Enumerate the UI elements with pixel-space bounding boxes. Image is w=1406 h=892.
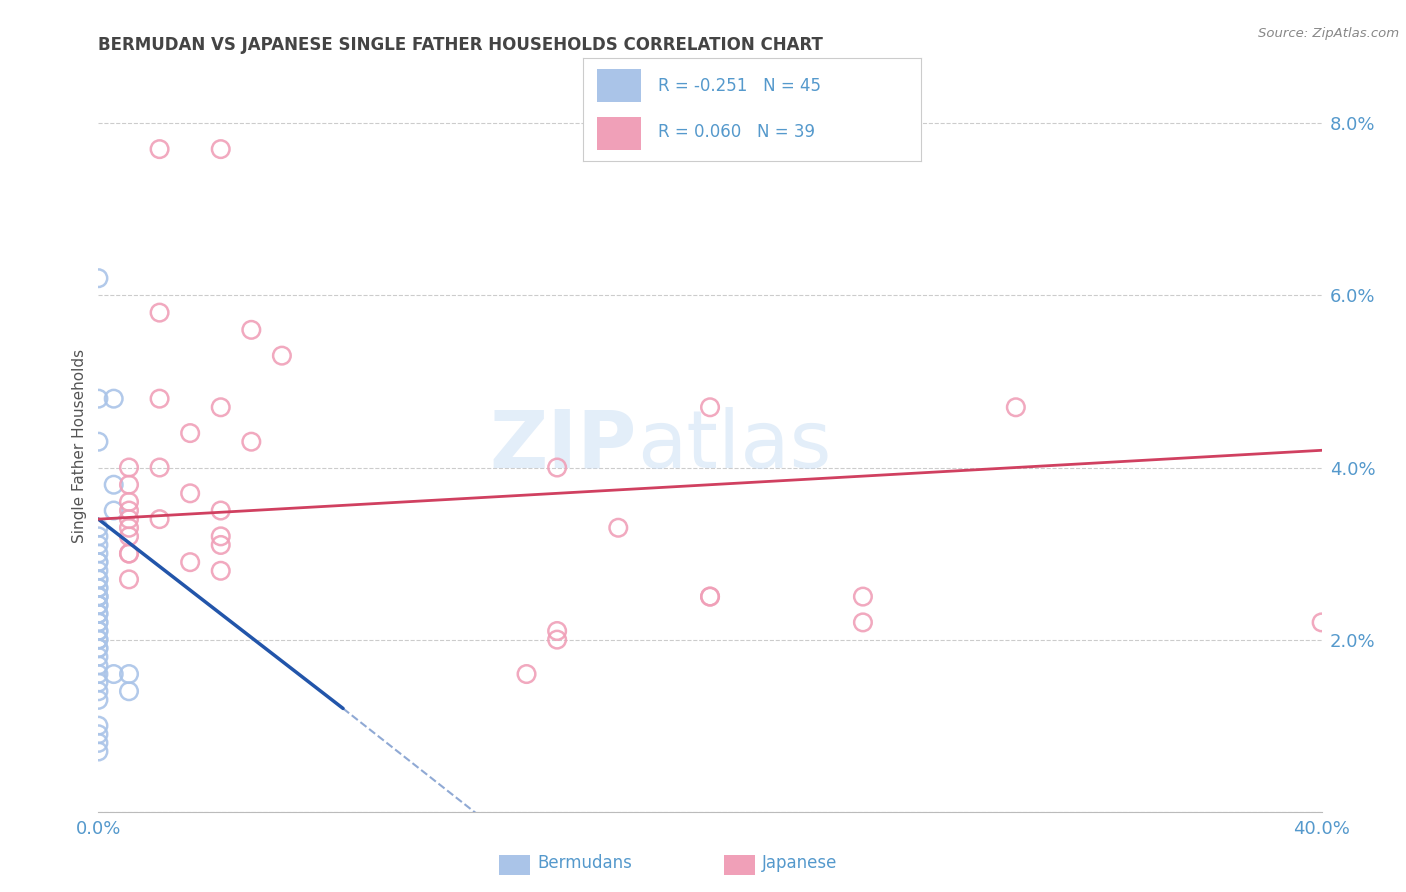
Point [149,305,172,319]
Point [118,521,141,535]
Point [103,503,125,517]
Point [87,649,110,664]
Point [270,349,292,363]
Text: BERMUDAN VS JAPANESE SINGLE FATHER HOUSEHOLDS CORRELATION CHART: BERMUDAN VS JAPANESE SINGLE FATHER HOUSE… [98,36,824,54]
Point [240,323,263,337]
Point [87,632,110,647]
Point [87,684,110,698]
Point [118,573,141,587]
Point [118,684,141,698]
Point [87,607,110,621]
Point [516,667,538,681]
Point [1310,615,1333,630]
Point [209,529,232,543]
Point [118,495,141,509]
Point [87,573,110,587]
Point [87,564,110,578]
Point [87,607,110,621]
Text: Bermudans: Bermudans [537,855,631,872]
Point [87,624,110,638]
Point [852,590,875,604]
Point [118,477,141,491]
Point [103,392,125,406]
Point [149,512,172,526]
Point [87,736,110,750]
Point [87,727,110,741]
Point [607,521,630,535]
Point [149,392,172,406]
Point [179,486,201,500]
Point [87,581,110,595]
Point [87,744,110,758]
Point [87,521,110,535]
Point [546,624,568,638]
Point [118,503,141,517]
Point [87,529,110,543]
Point [118,512,141,526]
Point [87,675,110,690]
Point [1004,401,1026,415]
Point [87,581,110,595]
Point [87,538,110,552]
Point [118,460,141,475]
Y-axis label: Single Father Households: Single Father Households [72,349,87,543]
Point [118,547,141,561]
Point [87,615,110,630]
Point [87,641,110,656]
Point [87,590,110,604]
Point [118,667,141,681]
Text: ZIP: ZIP [489,407,637,485]
Point [103,667,125,681]
Point [209,401,232,415]
Point [87,598,110,612]
Point [87,641,110,656]
Text: atlas: atlas [637,407,831,485]
Point [149,142,172,156]
Point [240,434,263,449]
Point [699,590,721,604]
Text: Source: ZipAtlas.com: Source: ZipAtlas.com [1258,27,1399,40]
Point [179,426,201,441]
Point [87,719,110,733]
Point [546,632,568,647]
Point [546,460,568,475]
Point [118,547,141,561]
Point [87,547,110,561]
Point [87,392,110,406]
Bar [598,70,641,102]
Point [87,615,110,630]
Text: R = 0.060   N = 39: R = 0.060 N = 39 [658,123,814,141]
Point [87,555,110,569]
Point [87,658,110,673]
Point [699,401,721,415]
Point [149,460,172,475]
Point [87,271,110,285]
Point [209,503,232,517]
Point [209,564,232,578]
Point [87,624,110,638]
Point [118,529,141,543]
Point [87,667,110,681]
Point [209,538,232,552]
Point [87,598,110,612]
Point [103,477,125,491]
Point [699,590,721,604]
Point [209,142,232,156]
Point [87,434,110,449]
Point [87,590,110,604]
Point [179,555,201,569]
Bar [598,118,641,150]
Point [87,590,110,604]
Point [87,693,110,707]
Text: Japanese: Japanese [762,855,838,872]
Point [852,615,875,630]
Text: R = -0.251   N = 45: R = -0.251 N = 45 [658,77,821,95]
Point [87,632,110,647]
Point [87,555,110,569]
Point [87,573,110,587]
